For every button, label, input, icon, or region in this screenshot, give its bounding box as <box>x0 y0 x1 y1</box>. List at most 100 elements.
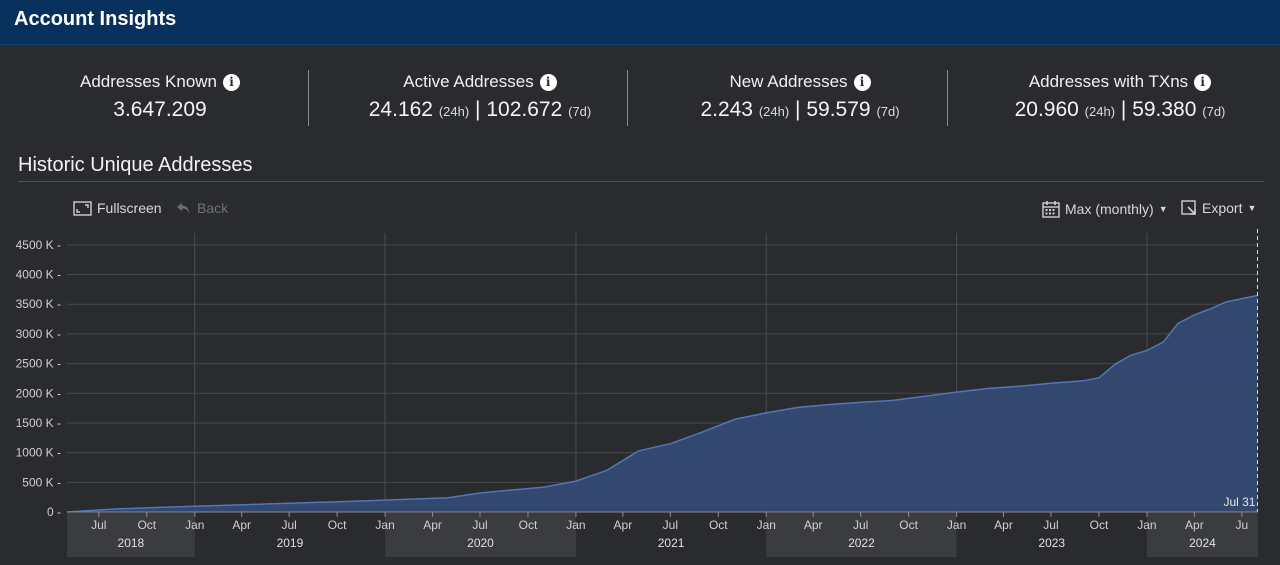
x-year-label: 2019 <box>277 536 304 550</box>
x-month-label: Apr <box>1185 518 1204 532</box>
year-band <box>766 513 957 557</box>
x-month-label: Oct <box>899 518 918 532</box>
y-tick-label: 4500 K - <box>16 238 61 252</box>
historic-unique-addresses-chart: 2018 2019 2020 2021 2022 2023 2024 0 - 500 K - 10… <box>16 229 1258 557</box>
x-year-label: 2018 <box>118 536 145 550</box>
year-band <box>1146 513 1258 557</box>
unit-7d: (7d) <box>568 104 592 119</box>
y-tick-label: 2500 K - <box>16 357 61 371</box>
export-label: Export <box>1202 200 1243 216</box>
x-month-label: Oct <box>519 518 538 532</box>
stat-label: Addresses with TXns <box>1028 72 1189 91</box>
info-icon[interactable]: i <box>1194 73 1212 91</box>
x-month-label: Jul <box>281 518 296 532</box>
x-year-label: 2021 <box>658 536 685 550</box>
y-tick-label: 4000 K - <box>16 268 61 282</box>
x-month-label: Jan <box>375 518 394 532</box>
separator: | <box>475 98 481 121</box>
year-band <box>67 513 195 557</box>
separator: | <box>1120 98 1127 121</box>
stat-new-addresses: New Addresses i 2.243 (24h) | 59.579 (7d… <box>640 62 960 122</box>
stat-label: Addresses Known <box>79 72 218 91</box>
stat-active-addresses: Active Addresses i 24.162 (24h) | 102.67… <box>320 62 640 122</box>
export-icon <box>1181 200 1196 215</box>
fullscreen-label: Fullscreen <box>97 200 162 216</box>
x-month-label: Jul <box>853 518 868 532</box>
x-year-label: 2020 <box>467 536 494 550</box>
stat-label: New Addresses <box>729 72 848 91</box>
y-tick-label: 1000 K - <box>16 446 61 460</box>
info-icon[interactable]: i <box>223 73 241 91</box>
range-select[interactable]: Max (monthly) ▼ <box>1042 200 1168 218</box>
x-year-label: 2023 <box>1038 536 1065 550</box>
x-month-label: Oct <box>328 518 347 532</box>
stat-value-24h: 2.243 <box>700 98 753 121</box>
info-icon[interactable]: i <box>539 73 557 91</box>
x-month-label: Apr <box>232 518 251 532</box>
page-title: Account Insights <box>14 8 177 30</box>
separator: | <box>795 98 801 121</box>
x-month-label: Jan <box>757 518 776 532</box>
stats-bar: Addresses Known i 3.647.209 Active Addre… <box>0 62 1280 132</box>
y-tick-label: 0 - <box>47 505 61 519</box>
export-button[interactable]: Export ▼ <box>1181 200 1256 216</box>
x-month-label: Apr <box>423 518 442 532</box>
x-month-label: Apr <box>804 518 823 532</box>
y-tick-label: 3000 K - <box>16 327 61 341</box>
stat-divider <box>947 70 948 126</box>
x-month-label: Apr <box>994 518 1013 532</box>
unit-24h: (24h) <box>758 104 790 119</box>
x-month-label: Apr <box>614 518 633 532</box>
x-month-label: Ju <box>1235 518 1248 532</box>
year-band <box>385 513 576 557</box>
fullscreen-icon <box>73 200 92 216</box>
stat-addresses-with-txns: Addresses with TXns i 20.960 (24h) | 59.… <box>960 62 1280 122</box>
unit-24h: (24h) <box>438 104 470 119</box>
x-year-label: 2022 <box>848 536 875 550</box>
x-year-label: 2024 <box>1189 536 1216 550</box>
y-tick-label: 2000 K - <box>16 386 61 400</box>
series-area <box>67 295 1258 512</box>
app-header: Account Insights <box>0 0 1280 45</box>
stat-value: 3.647.209 <box>113 98 207 121</box>
stat-value-7d: 102.672 <box>486 98 563 121</box>
stat-value-7d: 59.579 <box>806 98 871 121</box>
calendar-icon <box>1042 201 1060 218</box>
unit-24h: (24h) <box>1084 104 1116 119</box>
y-tick-label: 1500 K - <box>16 416 61 430</box>
x-month-label: Jan <box>566 518 585 532</box>
back-button[interactable]: Back <box>175 200 228 216</box>
stat-divider <box>308 70 309 126</box>
x-month-label: Oct <box>137 518 156 532</box>
x-month-label: Jan <box>947 518 966 532</box>
stat-divider <box>627 70 628 126</box>
x-month-label: Jul <box>91 518 106 532</box>
unit-7d: (7d) <box>876 104 900 119</box>
y-tick-label: 3500 K - <box>16 297 61 311</box>
x-month-label: Jul <box>1043 518 1058 532</box>
stat-value-7d: 59.380 <box>1132 98 1197 121</box>
section-divider <box>18 181 1264 182</box>
chevron-down-icon: ▼ <box>1158 204 1168 214</box>
back-label: Back <box>197 200 229 216</box>
x-month-label: Jul <box>472 518 487 532</box>
stat-value-24h: 20.960 <box>1014 98 1079 121</box>
x-month-label: Oct <box>709 518 728 532</box>
x-month-label: Oct <box>1090 518 1109 532</box>
unit-7d: (7d) <box>1202 104 1226 119</box>
x-month-label: Jan <box>1137 518 1156 532</box>
fullscreen-button[interactable]: Fullscreen <box>73 200 162 216</box>
series-line <box>66 294 1258 513</box>
stat-addresses-known: Addresses Known i 3.647.209 <box>0 62 320 122</box>
chevron-down-icon: ▼ <box>1247 203 1257 213</box>
y-tick-label: 500 K - <box>22 475 61 489</box>
back-arrow-icon <box>177 202 190 214</box>
range-label: Max (monthly) <box>1065 201 1154 217</box>
crosshair-label: Jul 31 <box>1223 495 1255 509</box>
x-month-label: Jan <box>185 518 204 532</box>
stat-label: Active Addresses <box>403 72 534 91</box>
info-icon[interactable]: i <box>853 73 871 91</box>
stat-value-24h: 24.162 <box>368 98 433 121</box>
section-title: Historic Unique Addresses <box>18 154 253 176</box>
x-month-label: Jul <box>663 518 678 532</box>
